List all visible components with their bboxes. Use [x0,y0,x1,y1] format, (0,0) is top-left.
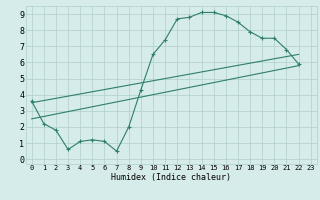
X-axis label: Humidex (Indice chaleur): Humidex (Indice chaleur) [111,173,231,182]
